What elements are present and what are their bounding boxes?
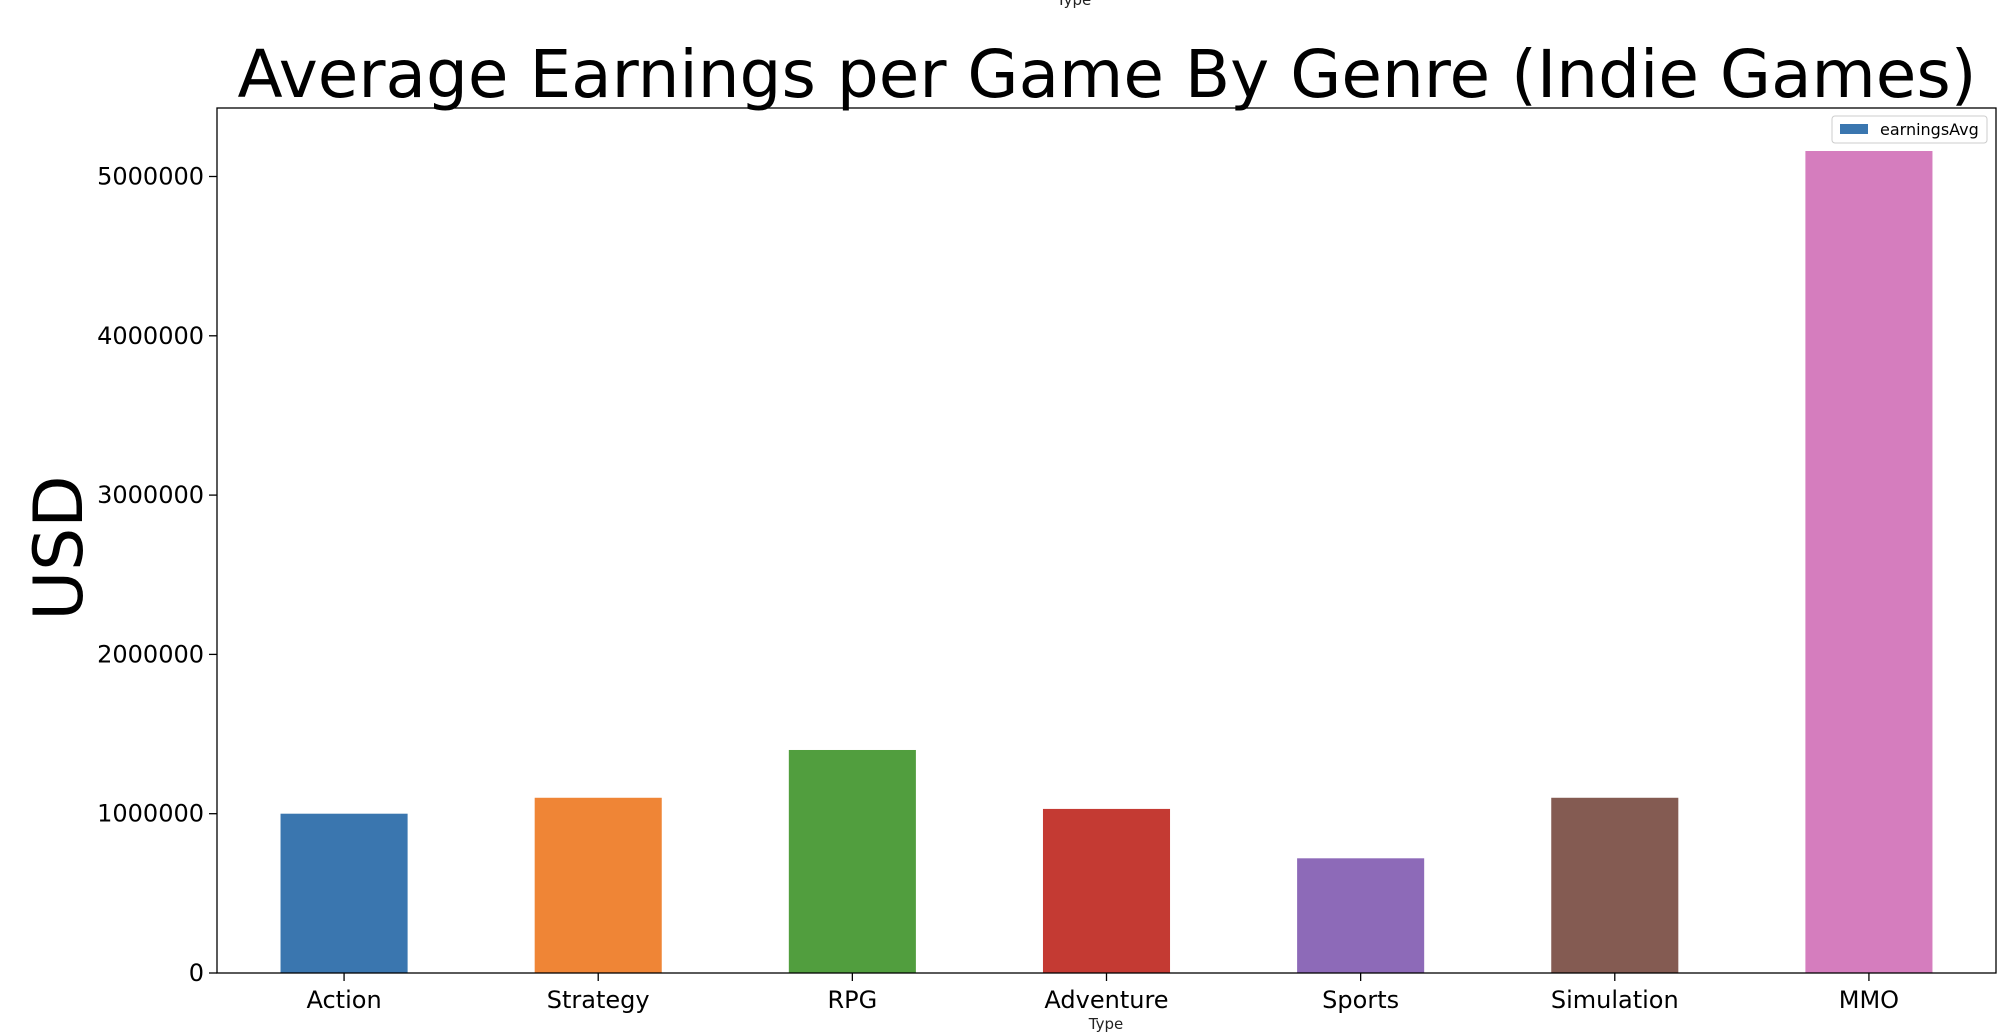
y-axis-label: USD bbox=[20, 475, 99, 620]
x-tick-label: Adventure bbox=[1044, 986, 1168, 1014]
chart-title: Average Earnings per Game By Genre (Indi… bbox=[237, 36, 1976, 113]
y-tick-label: 5000000 bbox=[97, 162, 204, 190]
y-tick-label: 2000000 bbox=[97, 640, 204, 668]
x-tick-label: Strategy bbox=[547, 986, 650, 1014]
x-tick-label: Sports bbox=[1322, 986, 1399, 1014]
bar-strategy bbox=[534, 797, 662, 973]
bar-adventure bbox=[1042, 808, 1171, 973]
y-tick-label: 0 bbox=[189, 959, 204, 987]
legend-swatch bbox=[1840, 124, 1868, 134]
x-tick-label: RPG bbox=[827, 986, 877, 1014]
bar-sports bbox=[1297, 858, 1425, 973]
legend-box bbox=[1831, 115, 1988, 144]
bar-rpg bbox=[788, 749, 916, 973]
x-axis: Action Strategy RPG Adventure Sports Simulati… bbox=[306, 973, 1899, 1014]
top-x-axis-label: Type bbox=[1056, 0, 1091, 9]
plot-area-frame bbox=[216, 107, 1997, 974]
legend-label: earningsAvg bbox=[1880, 120, 1979, 139]
y-tick-label: 3000000 bbox=[97, 481, 204, 509]
bar-action bbox=[280, 813, 408, 973]
legend: earningsAvg bbox=[1831, 115, 1988, 144]
bars-group bbox=[280, 151, 1933, 973]
bar-simulation bbox=[1551, 797, 1679, 973]
x-tick-label: Simulation bbox=[1551, 986, 1679, 1014]
y-tick-label: 4000000 bbox=[97, 322, 204, 350]
x-tick-label: Action bbox=[306, 986, 381, 1014]
x-axis-label: Type bbox=[1088, 1015, 1123, 1032]
x-tick-label: MMO bbox=[1839, 986, 1899, 1014]
y-axis: 0 1000000 2000000 3000000 4000000 5000000 bbox=[97, 162, 217, 987]
y-tick-label: 1000000 bbox=[97, 800, 204, 828]
bar-mmo bbox=[1805, 151, 1933, 973]
